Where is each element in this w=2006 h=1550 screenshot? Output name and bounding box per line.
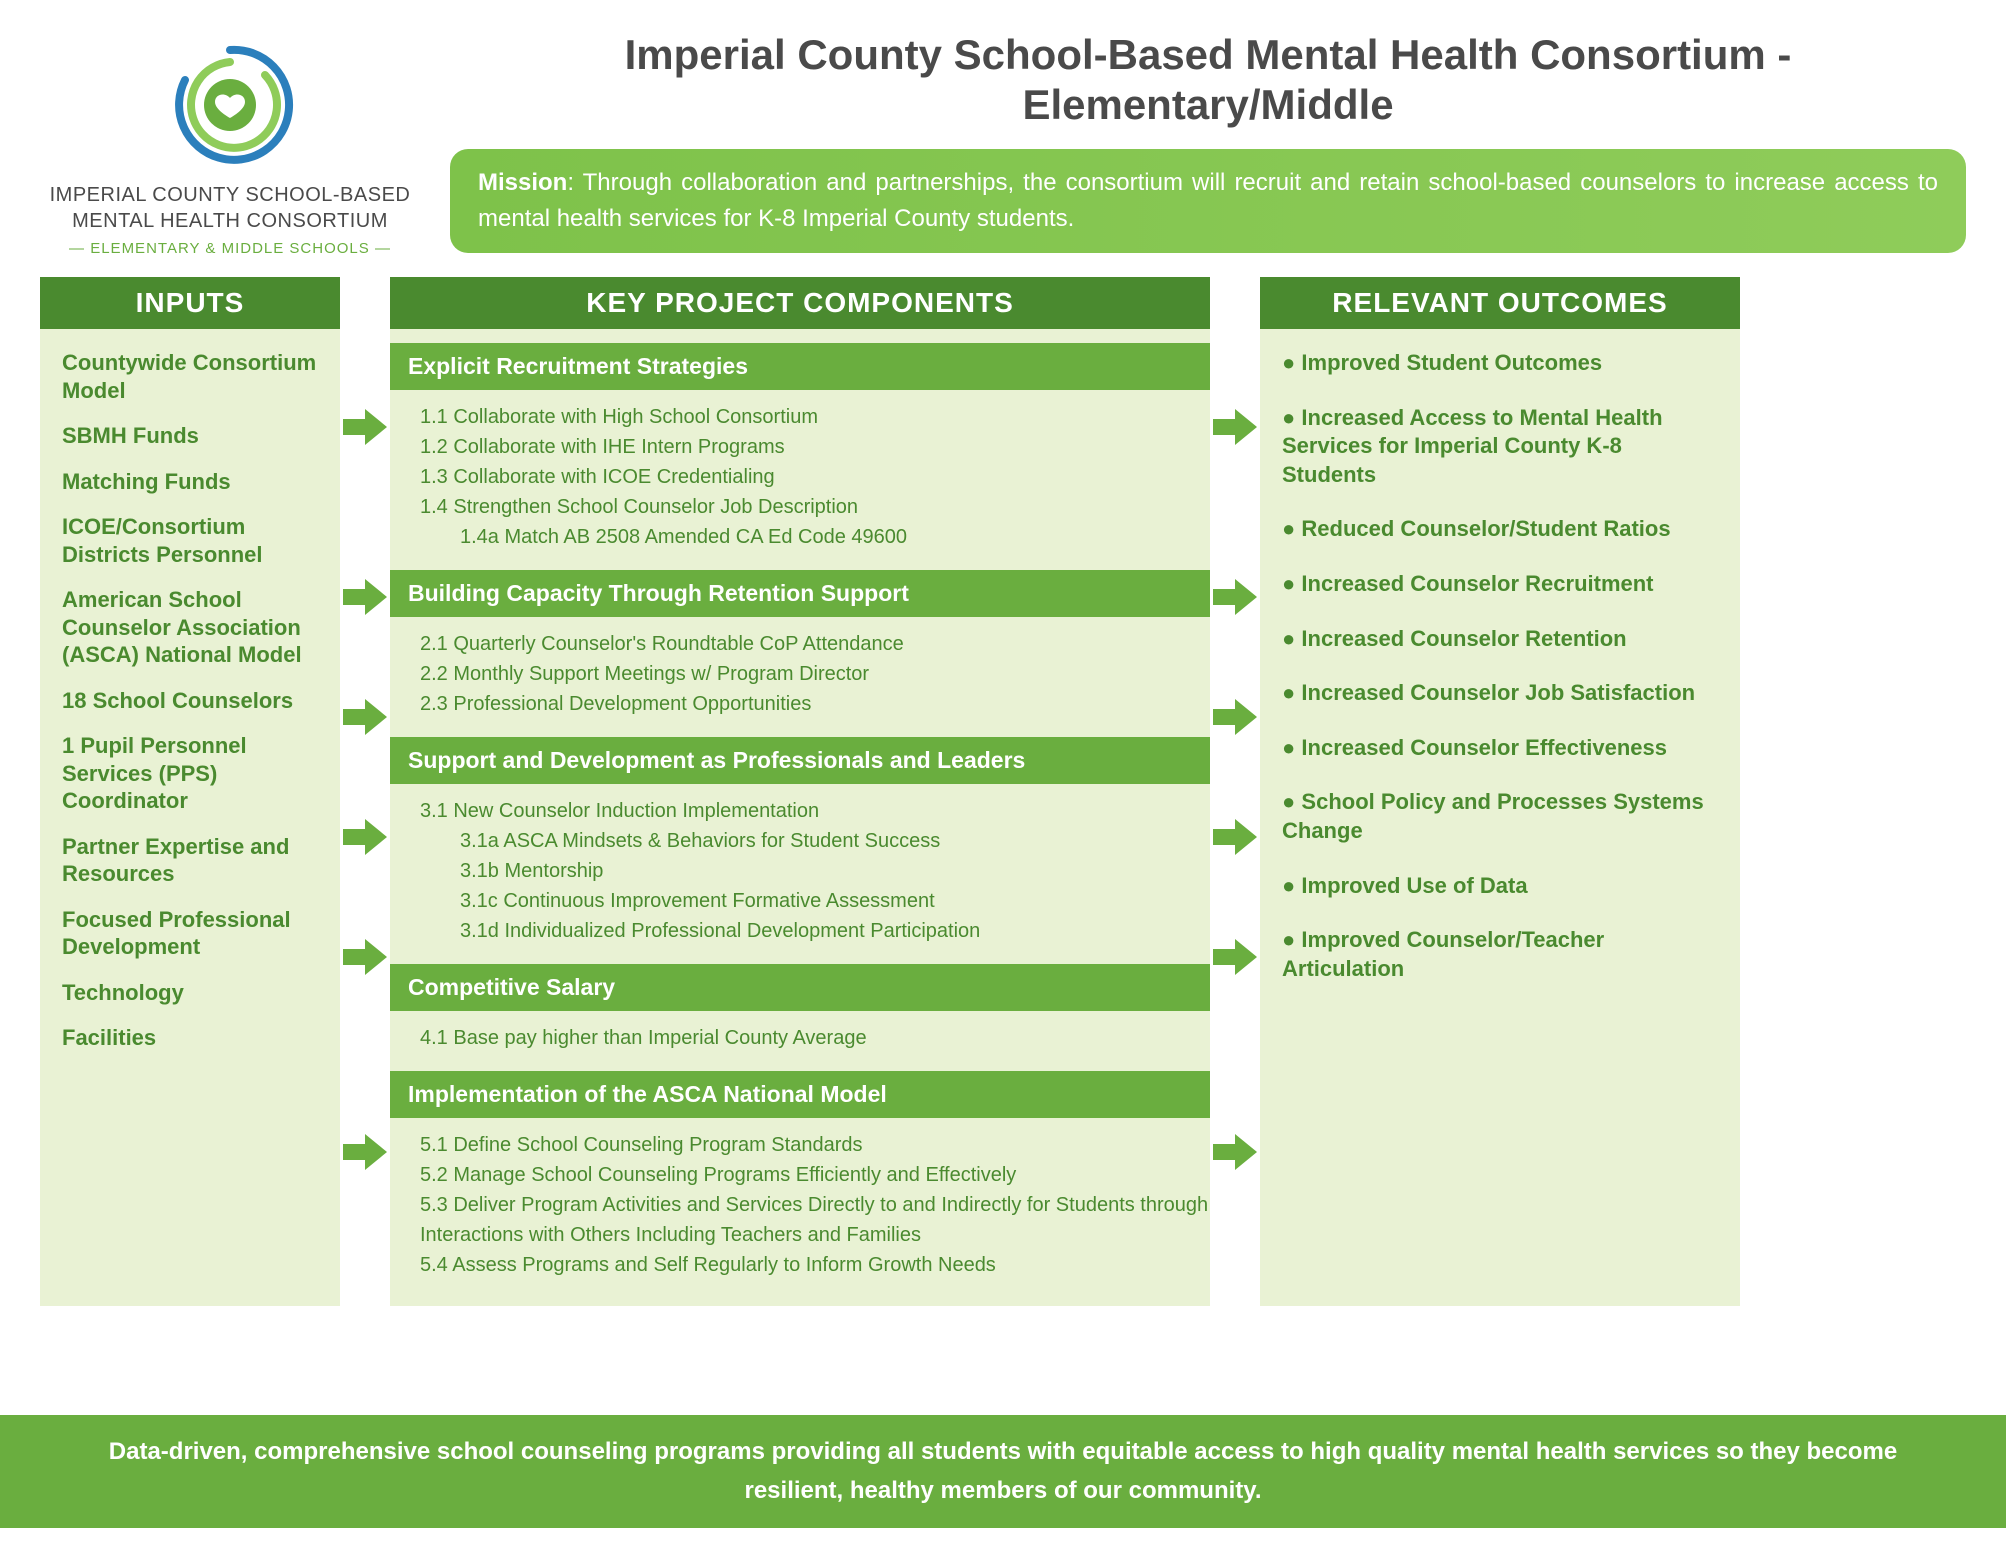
component-section-header: Implementation of the ASCA National Mode… — [390, 1071, 1210, 1118]
flow-arrow-icon — [343, 817, 387, 857]
flow-arrow-icon — [343, 407, 387, 447]
components-header: KEY PROJECT COMPONENTS — [390, 277, 1210, 329]
component-items: 4.1 Base pay higher than Imperial County… — [390, 1011, 1210, 1059]
flow-arrow-icon — [1213, 407, 1257, 447]
component-subitem: 3.1b Mentorship — [420, 856, 1210, 886]
component-item: 3.1 New Counselor Induction Implementati… — [420, 796, 1210, 826]
component-item: 5.4 Assess Programs and Self Regularly t… — [420, 1250, 1210, 1280]
input-item: Focused Professional Development — [62, 906, 318, 961]
component-section: Competitive Salary 4.1 Base pay higher th… — [390, 964, 1210, 1059]
component-item: 1.2 Collaborate with IHE Intern Programs — [420, 432, 1210, 462]
flow-arrow-icon — [343, 1132, 387, 1172]
flow-arrow-icon — [1213, 1132, 1257, 1172]
input-item: American School Counselor Association (A… — [62, 586, 318, 669]
component-section: Building Capacity Through Retention Supp… — [390, 570, 1210, 725]
outcomes-column: RELEVANT OUTCOMES Improved Student Outco… — [1260, 277, 1740, 1306]
input-item: SBMH Funds — [62, 422, 318, 450]
columns-container: INPUTS Countywide Consortium Model SBMH F… — [40, 277, 1966, 1306]
input-item: ICOE/Consortium Districts Personnel — [62, 513, 318, 568]
outcome-item: Improved Counselor/Teacher Articulation — [1282, 926, 1718, 983]
outcome-item: Improved Student Outcomes — [1282, 349, 1718, 378]
component-items: 2.1 Quarterly Counselor's Roundtable CoP… — [390, 617, 1210, 725]
component-items: 5.1 Define School Counseling Program Sta… — [390, 1118, 1210, 1286]
inputs-header: INPUTS — [40, 277, 340, 329]
flow-arrow-icon — [343, 937, 387, 977]
outcome-item: Increased Access to Mental Health Servic… — [1282, 404, 1718, 490]
components-column: KEY PROJECT COMPONENTS Explicit Recruitm… — [390, 277, 1210, 1306]
component-item: 2.2 Monthly Support Meetings w/ Program … — [420, 659, 1210, 689]
component-items: 3.1 New Counselor Induction Implementati… — [390, 784, 1210, 952]
mission-label: Mission — [478, 169, 567, 196]
outcome-item: Reduced Counselor/Student Ratios — [1282, 515, 1718, 544]
component-item: 5.3 Deliver Program Activities and Servi… — [420, 1190, 1210, 1250]
outcome-item: Increased Counselor Effectiveness — [1282, 734, 1718, 763]
component-section-header: Explicit Recruitment Strategies — [390, 343, 1210, 390]
flow-arrow-icon — [1213, 817, 1257, 857]
component-subitem: 3.1d Individualized Professional Develop… — [420, 916, 1210, 946]
component-section: Support and Development as Professionals… — [390, 737, 1210, 952]
outcome-item: School Policy and Processes Systems Chan… — [1282, 788, 1718, 845]
page-title: Imperial County School-Based Mental Heal… — [450, 30, 1966, 131]
component-section-header: Support and Development as Professionals… — [390, 737, 1210, 784]
components-body: Explicit Recruitment Strategies 1.1 Colla… — [390, 329, 1210, 1306]
component-subitem: 1.4a Match AB 2508 Amended CA Ed Code 49… — [420, 522, 1210, 552]
input-item: 1 Pupil Personnel Services (PPS) Coordin… — [62, 732, 318, 815]
flow-arrow-icon — [343, 577, 387, 617]
component-section-header: Competitive Salary — [390, 964, 1210, 1011]
inputs-column: INPUTS Countywide Consortium Model SBMH F… — [40, 277, 340, 1306]
component-item: 4.1 Base pay higher than Imperial County… — [420, 1023, 1210, 1053]
flow-arrow-icon — [343, 697, 387, 737]
component-item: 2.1 Quarterly Counselor's Roundtable CoP… — [420, 629, 1210, 659]
component-subitem: 3.1a ASCA Mindsets & Behaviors for Stude… — [420, 826, 1210, 856]
component-section: Implementation of the ASCA National Mode… — [390, 1071, 1210, 1286]
outcome-item: Increased Counselor Recruitment — [1282, 570, 1718, 599]
input-item: 18 School Counselors — [62, 687, 318, 715]
input-item: Facilities — [62, 1024, 318, 1052]
input-item: Technology — [62, 979, 318, 1007]
logo-text-line1: IMPERIAL COUNTY SCHOOL-BASED — [50, 182, 411, 208]
logo-text-line2: MENTAL HEALTH CONSORTIUM — [72, 208, 388, 234]
component-items: 1.1 Collaborate with High School Consort… — [390, 390, 1210, 558]
header: IMPERIAL COUNTY SCHOOL-BASED MENTAL HEAL… — [40, 30, 1966, 257]
input-item: Matching Funds — [62, 468, 318, 496]
component-item: 1.3 Collaborate with ICOE Credentialing — [420, 462, 1210, 492]
outcome-item: Increased Counselor Job Satisfaction — [1282, 679, 1718, 708]
logo-subtitle: — ELEMENTARY & MIDDLE SCHOOLS — — [69, 240, 391, 257]
component-section-header: Building Capacity Through Retention Supp… — [390, 570, 1210, 617]
footer-statement: Data-driven, comprehensive school counse… — [0, 1415, 2006, 1528]
component-item: 1.1 Collaborate with High School Consort… — [420, 402, 1210, 432]
input-item: Countywide Consortium Model — [62, 349, 318, 404]
title-block: Imperial County School-Based Mental Heal… — [450, 30, 1966, 257]
inputs-body: Countywide Consortium Model SBMH Funds Mat… — [40, 329, 340, 1306]
outcomes-body: Improved Student Outcomes Increased Acces… — [1260, 329, 1740, 1306]
mission-statement: Mission: Through collaboration and partn… — [450, 149, 1966, 253]
logo-block: IMPERIAL COUNTY SCHOOL-BASED MENTAL HEAL… — [40, 30, 420, 257]
logo-icon — [165, 40, 295, 170]
component-item: 2.3 Professional Development Opportuniti… — [420, 689, 1210, 719]
component-item: 1.4 Strengthen School Counselor Job Desc… — [420, 492, 1210, 522]
flow-arrow-icon — [1213, 697, 1257, 737]
outcomes-header: RELEVANT OUTCOMES — [1260, 277, 1740, 329]
outcome-item: Improved Use of Data — [1282, 872, 1718, 901]
flow-arrow-icon — [1213, 577, 1257, 617]
flow-arrow-icon — [1213, 937, 1257, 977]
outcome-item: Increased Counselor Retention — [1282, 625, 1718, 654]
input-item: Partner Expertise and Resources — [62, 833, 318, 888]
component-item: 5.2 Manage School Counseling Programs Ef… — [420, 1160, 1210, 1190]
component-subitem: 3.1c Continuous Improvement Formative As… — [420, 886, 1210, 916]
mission-text: : Through collaboration and partnerships… — [478, 169, 1938, 232]
component-section: Explicit Recruitment Strategies 1.1 Colla… — [390, 343, 1210, 558]
component-item: 5.1 Define School Counseling Program Sta… — [420, 1130, 1210, 1160]
